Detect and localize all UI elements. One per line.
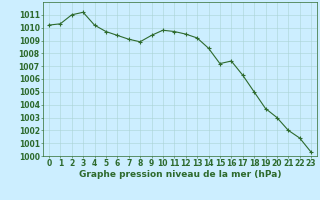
- X-axis label: Graphe pression niveau de la mer (hPa): Graphe pression niveau de la mer (hPa): [79, 170, 281, 179]
